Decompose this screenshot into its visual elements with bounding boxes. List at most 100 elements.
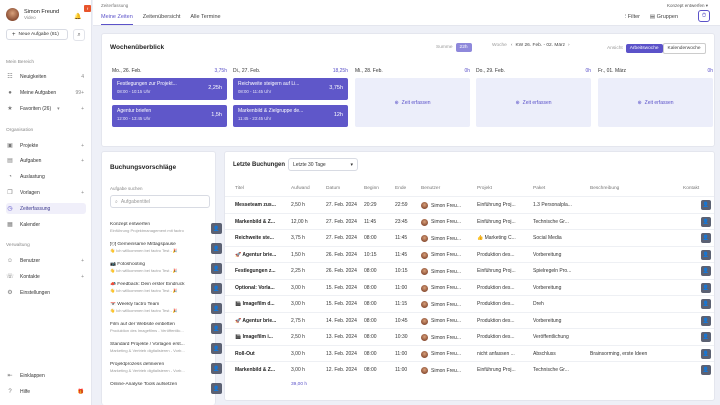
tab-meine-zeiten[interactable]: Meine Zeiten	[101, 14, 133, 25]
table-row[interactable]: Reichweite ste... 3,75 h 27. Feb. 2024 08:0…	[225, 229, 714, 245]
user-profile[interactable]: Simon Freund Video	[6, 8, 59, 21]
add-task-button[interactable]: +	[81, 157, 84, 164]
table-row[interactable]: 🚀 Agentur brie... 2,75 h 14. Feb. 2024 08:0…	[225, 311, 714, 328]
sidebar-item-neuigkeiten[interactable]: ☷ Neuigkeiten 4	[6, 71, 86, 82]
book-again-button[interactable]: 👤	[701, 216, 711, 227]
timer-icon[interactable]: ⏱	[698, 10, 710, 22]
search-icon[interactable]: ⌕	[73, 29, 85, 41]
sidebar-item-benutzer[interactable]: ☺ Benutzer +	[6, 255, 86, 266]
table-row[interactable]: 🚀 Agentur brie... 1,50 h 26. Feb. 2024 10:1…	[225, 245, 714, 262]
book-again-button[interactable]: 👤	[701, 266, 711, 276]
add-template-button[interactable]: +	[81, 189, 84, 196]
book-time-button[interactable]: 👤	[211, 223, 222, 234]
book-again-button[interactable]: 👤	[701, 200, 711, 210]
book-again-button[interactable]: 👤	[701, 249, 711, 260]
view-kalenderwoche[interactable]: Kalenderwoche	[662, 43, 706, 54]
suggestion-item[interactable]: Standard Projekte / Vorlagen erst... Mark…	[110, 342, 222, 361]
book-again-button[interactable]: 👤	[701, 299, 711, 309]
time-entry[interactable]: Agentur briefen 12:00 - 13:45 Uhr 1,5h	[112, 105, 227, 127]
table-row[interactable]: 🎬 Imagefilm i... 2,50 h 13. Feb. 2024 08:00…	[225, 328, 714, 344]
sidebar-item-kalender[interactable]: ▦ Kalender	[6, 219, 86, 230]
book-time-button[interactable]: 👤	[211, 263, 222, 274]
suggestion-item[interactable]: Konzept entwerfen Einführung Projektmanag…	[110, 222, 222, 241]
table-row[interactable]: Roll-Out 3,00 h 13. Feb. 2024 08:00 11:00 Sim…	[225, 344, 714, 361]
add-time-button[interactable]: ⊕ Zeit erfassen	[598, 78, 713, 127]
book-again-button[interactable]: 👤	[701, 348, 711, 359]
table-row[interactable]: Markenbild & Z... 12,00 h 27. Feb. 2024 11:…	[225, 212, 714, 229]
sidebar-item-meine-aufgaben[interactable]: ● Meine Aufgaben 99+	[6, 87, 86, 98]
sidebar-item-auslastung[interactable]: ◔ Auslastung	[6, 171, 86, 182]
column-header[interactable]: Datum	[326, 186, 341, 191]
tab-zeitenuebersicht[interactable]: Zeitenübersicht	[142, 14, 181, 20]
book-again-button[interactable]: 👤	[701, 282, 711, 293]
sidebar-item-einstellungen[interactable]: ⚙ Einstellungen	[6, 287, 86, 298]
column-header[interactable]: Beginn	[364, 186, 379, 191]
add-user-button[interactable]: +	[81, 257, 84, 264]
add-time-button[interactable]: ⊕ Zeit erfassen	[355, 78, 470, 127]
add-project-button[interactable]: +	[81, 142, 84, 149]
book-time-button[interactable]: 👤	[211, 383, 222, 394]
sidebar-item-favoriten[interactable]: ★ Favoriten (26) ▾ +	[6, 103, 86, 114]
active-task-selector[interactable]: Konzept entwerfen ▾	[666, 3, 708, 8]
column-header[interactable]: Projekt	[477, 186, 492, 191]
book-time-button[interactable]: 👤	[211, 363, 222, 374]
book-again-button[interactable]: 👤	[701, 332, 711, 342]
book-again-button[interactable]: 👤	[701, 365, 711, 375]
add-favorite-button[interactable]: +	[81, 105, 84, 112]
time-entry[interactable]: Reichweite steigern auf Li... 08:00 - 11:…	[233, 78, 348, 100]
time-entry[interactable]: Festlegungen zur Projekt... 08:00 - 10:15…	[112, 78, 227, 100]
suggestion-item[interactable]: 📅 Weekly factro Team 👋 Ich willkommen bei…	[110, 302, 222, 321]
help-button[interactable]: ? Hilfe 🎁	[6, 386, 86, 397]
time-entry[interactable]: Markenbild & Zielgruppe de... 11:45 - 23:…	[233, 105, 348, 127]
suggestion-item[interactable]: 🍽 Gemeinsame Mittagspause 👋 Ich willkomme…	[110, 242, 222, 261]
book-again-button[interactable]: 👤	[701, 315, 711, 326]
sidebar-item-projekte[interactable]: ▣ Projekte +	[6, 140, 86, 151]
add-contact-button[interactable]: +	[81, 273, 84, 280]
task-search-input[interactable]: ⌕ Aufgabentitel	[110, 195, 210, 208]
suggestion-item[interactable]: 📣 Feedback: Dein erster Eindruck 👋 Ich wi…	[110, 282, 222, 301]
breadcrumb[interactable]: Zeiterfassung	[101, 3, 129, 8]
book-time-button[interactable]: 👤	[211, 243, 222, 254]
chevron-down-icon[interactable]: ▾	[57, 105, 60, 112]
suggestion-item[interactable]: Online-Analyse Tools aufsetzen 👤	[110, 382, 222, 401]
sidebar-item-vorlagen[interactable]: ❐ Vorlagen +	[6, 187, 86, 198]
sidebar-item-zeiterfassung[interactable]: ◷ Zeiterfassung	[6, 203, 86, 214]
filter-button[interactable]: ⫶ Filter	[625, 14, 640, 21]
column-header[interactable]: Aufwand	[291, 186, 310, 191]
suggestion-item[interactable]: 📷 Fotoshooting 👋 Ich willkommen bei factr…	[110, 262, 222, 281]
groups-button[interactable]: ▤ Gruppen	[650, 14, 678, 20]
book-time-button[interactable]: 👤	[211, 343, 222, 354]
table-row[interactable]: Messeteam zus... 2,50 h 27. Feb. 2024 20:29…	[225, 196, 714, 212]
column-header[interactable]: Beschreibung	[590, 186, 620, 191]
gift-icon[interactable]: 🎁	[77, 388, 84, 395]
book-again-button[interactable]: 👤	[701, 233, 711, 243]
table-row[interactable]: Markenbild & Z... 3,00 h 12. Feb. 2024 08:0…	[225, 361, 714, 377]
prev-week-button[interactable]: ‹	[510, 43, 513, 48]
table-row[interactable]: 🎬 Imagefilm d... 3,00 h 15. Feb. 2024 08:00…	[225, 295, 714, 311]
sidebar-item-kontakte[interactable]: ☏ Kontakte +	[6, 271, 86, 282]
tab-alle-termine[interactable]: Alle Termine	[190, 14, 221, 20]
new-task-button[interactable]: + Neue Aufgabe (81)	[6, 29, 68, 40]
column-header[interactable]: Ende	[395, 186, 407, 191]
view-arbeitswoche[interactable]: Arbeitswoche	[625, 44, 663, 53]
column-header[interactable]: Benutzer	[421, 186, 441, 191]
suggestion-item[interactable]: Projektprozess definieren Marketing & Ver…	[110, 362, 222, 381]
book-time-button[interactable]: 👤	[211, 323, 222, 334]
collapse-button[interactable]: ⇤ Einklappen	[6, 370, 86, 381]
book-time-button[interactable]: 👤	[211, 303, 222, 314]
suggestion-item[interactable]: Film auf der Website einbetten Produktion…	[110, 322, 222, 341]
column-header[interactable]: Kontakt	[683, 186, 700, 191]
table-row[interactable]: Optional: Vorla... 3,00 h 15. Feb. 2024 08:…	[225, 278, 714, 295]
sidebar-item-aufgaben[interactable]: ▤ Aufgaben +	[6, 155, 86, 166]
next-week-button[interactable]: ›	[568, 43, 570, 48]
add-time-button[interactable]: ⊕ Zeit erfassen	[476, 78, 591, 127]
week-range[interactable]: KW 26. Feb. - 02. März	[515, 43, 566, 48]
column-header[interactable]: Paket	[533, 186, 546, 191]
column-header[interactable]: Titel	[235, 186, 244, 191]
range-select[interactable]: Letzte 30 Tage ▾	[288, 158, 358, 171]
table-row[interactable]: Festlegungen z... 2,25 h 26. Feb. 2024 08:0…	[225, 262, 714, 278]
cell-ende: 10:45	[395, 317, 408, 324]
bell-icon[interactable]: 🔔	[72, 10, 84, 22]
app-logo-icon: f	[84, 5, 91, 12]
book-time-button[interactable]: 👤	[211, 283, 222, 294]
